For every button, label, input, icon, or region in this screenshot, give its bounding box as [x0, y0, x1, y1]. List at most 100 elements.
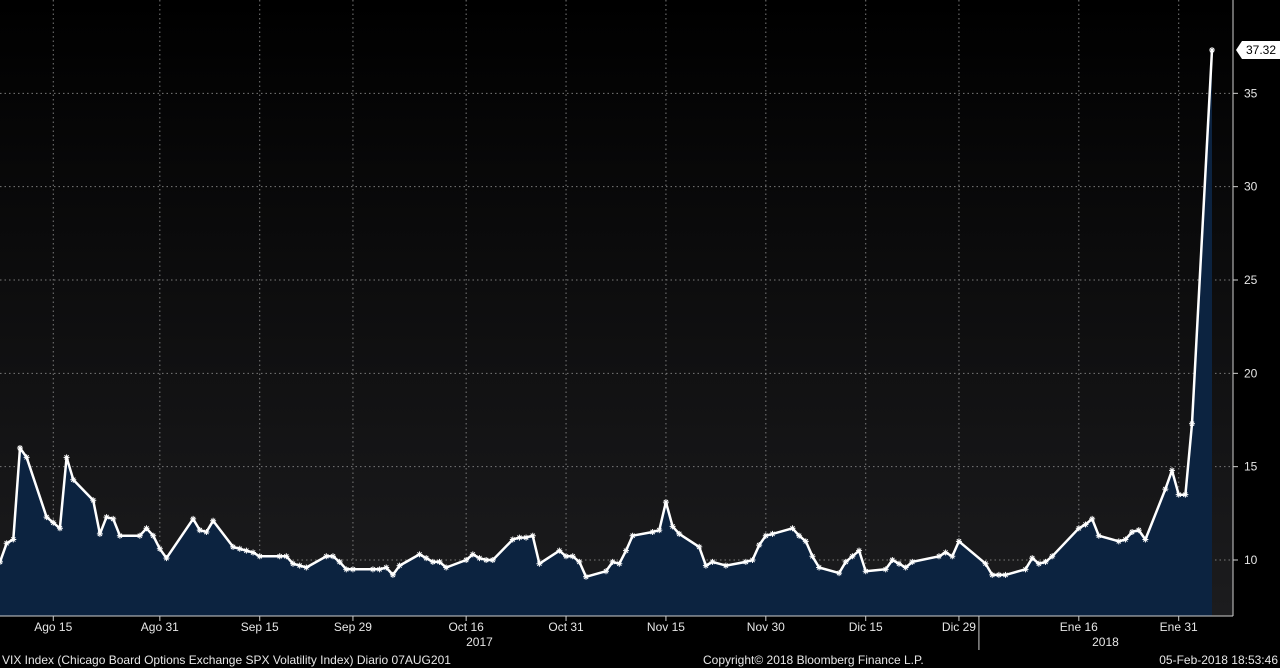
data-point-2017-08-30 — [150, 532, 157, 539]
x-tick-label-1: Ago 31 — [141, 620, 179, 634]
data-point-2018-01-03 — [989, 571, 996, 578]
data-point-2017-08-25 — [116, 532, 123, 539]
data-point-2017-12-19 — [889, 557, 896, 563]
data-point-2017-09-19 — [283, 553, 290, 560]
data-point-2017-10-27 — [536, 560, 543, 567]
data-point-2017-12-08 — [816, 564, 823, 571]
x-tick-label-2: Sep 15 — [241, 620, 279, 634]
plot-background — [0, 0, 1233, 616]
data-point-2017-08-21 — [90, 497, 97, 504]
data-point-2017-12-06 — [802, 538, 809, 545]
data-point-2017-10-23 — [509, 536, 516, 543]
data-point-2017-12-27 — [942, 549, 949, 556]
data-point-2017-10-25 — [523, 534, 530, 541]
year-label-2017: 2017 — [466, 635, 493, 649]
data-point-2017-11-17 — [676, 530, 683, 537]
data-point-2017-11-27 — [742, 558, 749, 565]
data-point-2018-01-04 — [995, 571, 1002, 578]
data-point-2018-02-01 — [1182, 491, 1189, 498]
data-point-2018-01-10 — [1035, 560, 1042, 567]
last-value-label-text: 37.32 — [1246, 43, 1276, 57]
data-point-2018-01-08 — [1022, 566, 1029, 573]
data-point-2017-09-11 — [230, 543, 237, 550]
series-markers — [0, 47, 1215, 580]
data-point-2017-10-16 — [463, 557, 470, 563]
data-point-2017-09-20 — [290, 560, 297, 567]
data-point-2017-12-18 — [882, 566, 889, 573]
data-point-2017-10-03 — [376, 566, 383, 573]
data-point-2017-09-05 — [190, 515, 197, 522]
data-point-2017-11-03 — [583, 573, 590, 580]
data-point-2017-08-31 — [156, 545, 163, 552]
y-tick-label-15: 15 — [1244, 460, 1258, 474]
data-point-2017-12-26 — [935, 553, 942, 560]
data-point-2017-12-28 — [949, 553, 956, 560]
x-tick-label-8: Dic 15 — [849, 620, 883, 634]
data-point-2017-12-21 — [902, 564, 909, 571]
data-point-2017-10-18 — [476, 555, 483, 562]
x-tick-label-10: Ene 16 — [1060, 620, 1098, 634]
data-point-2017-09-27 — [336, 558, 343, 565]
data-point-2017-12-11 — [836, 570, 843, 577]
data-point-2018-01-09 — [1029, 555, 1036, 562]
data-point-2017-10-02 — [369, 566, 376, 573]
grid-lines — [0, 0, 1233, 616]
data-point-2018-01-22 — [1115, 538, 1122, 545]
year-labels: 2017 2018 — [466, 616, 1119, 650]
y-axis: 10 15 20 25 30 35 — [1233, 86, 1258, 567]
data-point-2018-01-26 — [1142, 536, 1149, 543]
data-point-2017-09-13 — [243, 547, 250, 554]
data-point-2017-10-24 — [516, 534, 523, 541]
data-point-2017-10-06 — [396, 562, 403, 569]
data-point-2017-08-22 — [96, 530, 103, 537]
data-point-2017-11-02 — [576, 558, 583, 565]
data-point-2018-01-30 — [1169, 467, 1176, 474]
data-point-2017-08-28 — [136, 532, 143, 539]
series-area — [0, 50, 1212, 616]
data-point-2017-10-12 — [436, 558, 443, 565]
data-point-2017-09-28 — [343, 566, 350, 573]
data-point-2017-10-05 — [389, 571, 396, 578]
data-point-2017-08-14 — [43, 514, 50, 521]
y-tick-label-25: 25 — [1244, 273, 1258, 287]
data-point-2017-11-30 — [762, 532, 769, 539]
x-tick-label-9: Dic 29 — [942, 620, 976, 634]
data-point-2017-10-10 — [423, 555, 430, 562]
y-tick-label-35: 35 — [1244, 86, 1258, 100]
data-point-2017-09-12 — [236, 545, 243, 552]
data-point-2017-09-26 — [329, 553, 336, 560]
data-point-2017-11-01 — [569, 553, 576, 560]
data-point-2018-01-24 — [1129, 529, 1136, 535]
x-axis: Ago 15 Ago 31 Sep 15 Sep 29 Oct 16 Oct 31 Nov … — [34, 616, 1198, 634]
data-point-2017-12-14 — [856, 547, 863, 554]
data-point-2018-01-12 — [1049, 553, 1056, 560]
last-value-label: 37.32 — [1236, 41, 1280, 60]
footer-center: Copyright© 2018 Bloomberg Finance L.P. — [703, 653, 924, 667]
data-point-2018-02-02 — [1189, 420, 1196, 427]
data-point-2017-11-24 — [722, 562, 729, 569]
data-point-2017-11-14 — [656, 527, 663, 534]
footer-right: 05-Feb-2018 18:53:46 — [1159, 653, 1278, 667]
data-point-2017-12-13 — [849, 553, 856, 560]
data-point-2017-10-31 — [563, 553, 570, 560]
data-point-2018-01-16 — [1075, 525, 1082, 532]
data-point-2017-08-09 — [10, 536, 17, 543]
data-point-2017-09-15 — [256, 553, 263, 560]
data-point-2017-11-16 — [669, 523, 676, 530]
data-point-2017-11-06 — [603, 568, 609, 575]
data-point-2017-11-20 — [696, 543, 703, 550]
data-point-2017-08-29 — [143, 525, 150, 532]
data-point-2018-01-11 — [1042, 558, 1049, 565]
data-point-2017-12-15 — [862, 568, 869, 575]
data-point-2017-08-17 — [63, 454, 70, 461]
x-tick-label-7: Nov 30 — [747, 620, 785, 634]
data-point-2017-11-07 — [609, 558, 616, 565]
data-point-2017-10-11 — [429, 558, 436, 565]
data-point-2017-12-07 — [809, 553, 816, 560]
data-point-2018-01-05 — [1002, 571, 1009, 578]
footer-left: VIX Index (Chicago Board Options Exchang… — [2, 653, 451, 667]
data-point-2017-08-23 — [103, 514, 110, 521]
data-point-2017-11-22 — [709, 558, 716, 565]
data-point-2017-09-18 — [276, 553, 283, 560]
data-point-2018-01-29 — [1162, 486, 1169, 493]
